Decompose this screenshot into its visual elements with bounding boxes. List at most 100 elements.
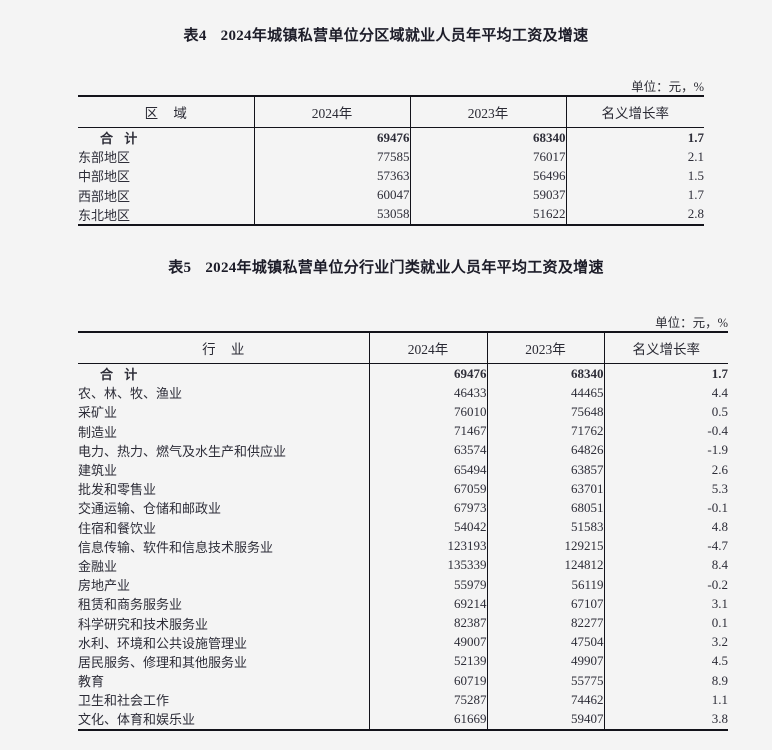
table5-header-row: 行 业 2024年 2023年 名义增长率 [78,332,728,364]
table-row: 西部地区 60047 59037 1.7 [78,185,704,205]
table4-body: 合 计 69476 68340 1.7 东部地区 77585 76017 2.1 中部地区 573… [78,127,704,227]
row-value-growth: 5.3 [603,479,728,499]
row-value-2024: 46433 [368,383,487,403]
row-value-growth: 8.9 [603,671,728,691]
table-row: 中部地区 57363 56496 1.5 [78,166,704,186]
row-value-2023: 63857 [486,459,604,480]
row-value-2023: 68051 [486,498,604,518]
row-label: 居民服务、修理和其他服务业 [78,654,248,670]
row-value-growth: -0.4 [603,421,728,441]
row-value-growth: 4.4 [603,383,728,403]
row-label: 租赁和商务服务业 [78,597,183,613]
table4-title-number: 表4 [183,28,207,44]
row-value-growth: 3.8 [603,709,728,730]
row-label: 住宿和餐饮业 [78,520,157,536]
table4-head: 区 域 2024年 2023年 名义增长率 [78,96,704,128]
row-value-2023: 75648 [486,402,604,422]
row-value-2023: 51622 [409,204,566,225]
row-label: 合 计 [100,131,142,147]
table5-body: 合 计 69476 68340 1.7 农、林、牧、渔业 46433 44465 4.4 采矿业… [78,363,728,732]
rule-cell [487,730,604,731]
table5-title-number: 表5 [168,260,192,276]
row-value-2023: 67107 [486,594,604,614]
row-label: 东部地区 [78,150,131,166]
row-value-growth: 0.1 [603,613,728,633]
table-bottom-rule [78,224,704,227]
row-label: 信息传输、软件和信息技术服务业 [78,539,274,555]
row-value-growth: 8.4 [603,555,728,576]
rule-cell [369,730,487,731]
row-value-2024: 71467 [368,421,487,441]
row-value-2024: 65494 [368,459,487,480]
row-value-growth: 1.7 [565,185,704,205]
row-value-2023: 74462 [486,690,604,710]
row-label: 文化、体育和娱乐业 [78,712,196,728]
row-value-2023: 59037 [409,185,566,205]
row-value-2023: 63701 [486,479,604,499]
table-row: 居民服务、修理和其他服务业 52139 49907 4.5 [78,651,728,671]
table5-title-text: 2024年城镇私营单位分行业门类就业人员年平均工资及增速 [205,260,604,276]
row-value-2024: 67059 [368,479,487,499]
table-row: 东部地区 77585 76017 2.1 [78,147,704,167]
table-row: 教育 60719 55775 8.9 [78,671,728,691]
row-value-2024: 53058 [253,204,410,225]
row-value-2024: 69476 [368,363,487,384]
table-row: 住宿和餐饮业 54042 51583 4.8 [78,517,728,537]
table4-header-row: 区 域 2024年 2023年 名义增长率 [78,96,704,128]
row-value-2024: 60047 [253,185,410,205]
table5-head: 行 业 2024年 2023年 名义增长率 [78,332,728,364]
row-value-growth: 2.1 [565,147,704,167]
table-row: 房地产业 55979 56119 -0.2 [78,575,728,595]
row-label: 电力、热力、燃气及水生产和供应业 [78,443,287,459]
row-value-2023: 68340 [486,363,604,384]
row-value-2023: 71762 [486,421,604,441]
row-value-growth: 4.5 [603,651,728,671]
row-value-2023: 56496 [409,166,566,186]
row-value-2023: 44465 [486,383,604,403]
table4-col-region: 区 域 [144,106,193,121]
row-label: 制造业 [78,424,118,440]
row-label: 西部地区 [78,188,131,204]
row-value-2023: 47504 [486,632,604,652]
table-row: 制造业 71467 71762 -0.4 [78,421,728,441]
row-label: 水利、环境和公共设施管理业 [78,635,248,651]
row-value-2024: 82387 [368,613,487,633]
table-row: 金融业 135339 124812 8.4 [78,555,728,576]
row-value-growth: 2.6 [603,459,728,480]
table-row: 科学研究和技术服务业 82387 82277 0.1 [78,613,728,633]
table-row: 合 计 69476 68340 1.7 [78,363,728,384]
table5-col-growth: 名义增长率 [603,332,728,364]
row-value-2024: 67973 [368,498,487,518]
row-value-2024: 57363 [253,166,410,186]
row-value-growth: 1.1 [603,690,728,710]
row-value-growth: 0.5 [603,402,728,422]
row-value-2023: 51583 [486,517,604,537]
table-row: 东北地区 53058 51622 2.8 [78,204,704,225]
row-label: 建筑业 [78,463,118,479]
row-value-2024: 60719 [368,671,487,691]
row-value-growth: 4.8 [603,517,728,537]
row-label: 合 计 [100,367,142,383]
table-row: 合 计 69476 68340 1.7 [78,127,704,148]
table5-title: 表5 2024年城镇私营单位分行业门类就业人员年平均工资及增速 [0,256,772,277]
row-label: 教育 [78,674,105,690]
row-value-2023: 49907 [486,651,604,671]
table5-unit-note: 单位：元，% [655,316,728,330]
table-row: 批发和零售业 67059 63701 5.3 [78,479,728,499]
row-value-2023: 59407 [486,709,604,730]
row-value-2024: 69476 [253,127,410,148]
row-value-2024: 135339 [368,555,487,576]
table4-col-2024: 2024年 [253,96,410,128]
row-value-2023: 68340 [409,127,566,148]
rule-cell [78,730,369,731]
row-value-growth: 1.7 [603,363,728,384]
table4: 区 域 2024年 2023年 名义增长率 合 计 69476 68340 1.7 东部… [78,95,704,227]
row-value-2023: 129215 [486,536,604,556]
row-value-2024: 63574 [368,440,487,460]
row-value-2024: 54042 [368,517,487,537]
row-value-growth: 2.8 [565,204,704,225]
row-value-2023: 124812 [486,555,604,576]
table-row: 水利、环境和公共设施管理业 49007 47504 3.2 [78,632,728,652]
row-label: 交通运输、仓储和邮政业 [78,501,222,517]
rule-cell [78,225,254,226]
